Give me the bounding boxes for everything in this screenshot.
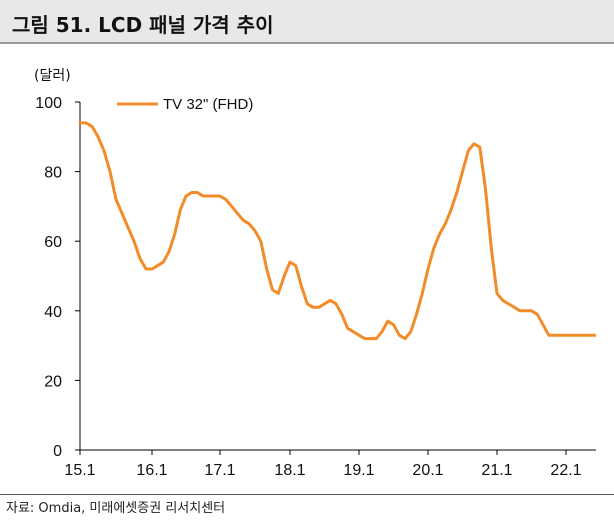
y-tick-label: 80 — [44, 165, 62, 182]
title-bar: 그림 51. LCD 패널 가격 추이 — [0, 0, 614, 44]
x-tick-label: 20.1 — [412, 462, 443, 479]
y-tick-label: 0 — [53, 443, 62, 460]
x-tick-labels: 15.1 16.1 17.1 18.1 19.1 20.1 21.1 22.1 — [64, 450, 582, 479]
y-tick-labels: 0 20 40 60 80 100 — [35, 95, 80, 460]
x-tick-label: 18.1 — [274, 462, 305, 479]
series-layer — [78, 121, 597, 341]
source-note: 자료: Omdia, 미래에셋증권 리서치센터 — [6, 501, 226, 516]
legend-label: TV 32" (FHD) — [163, 96, 253, 113]
series-line-0 — [78, 121, 597, 341]
legend: TV 32" (FHD) — [117, 96, 253, 113]
y-unit-label: (달러) — [34, 68, 71, 84]
axes — [79, 102, 596, 451]
y-tick-label: 40 — [44, 304, 62, 321]
source-divider — [0, 494, 614, 495]
x-tick-label: 22.1 — [550, 462, 581, 479]
x-tick-label: 19.1 — [343, 462, 374, 479]
y-tick-label: 100 — [35, 95, 62, 112]
y-tick-label: 20 — [44, 373, 62, 390]
x-tick-label: 16.1 — [136, 462, 167, 479]
x-tick-label: 21.1 — [481, 462, 512, 479]
y-tick-label: 60 — [44, 234, 62, 251]
line-chart: (달러) 0 20 40 60 80 100 15.1 16.1 17.1 18.1 19.1 20… — [34, 68, 597, 479]
figure-title: 그림 51. LCD 패널 가격 추이 — [12, 13, 274, 37]
x-tick-label: 15.1 — [64, 462, 95, 479]
x-tick-label: 17.1 — [204, 462, 235, 479]
